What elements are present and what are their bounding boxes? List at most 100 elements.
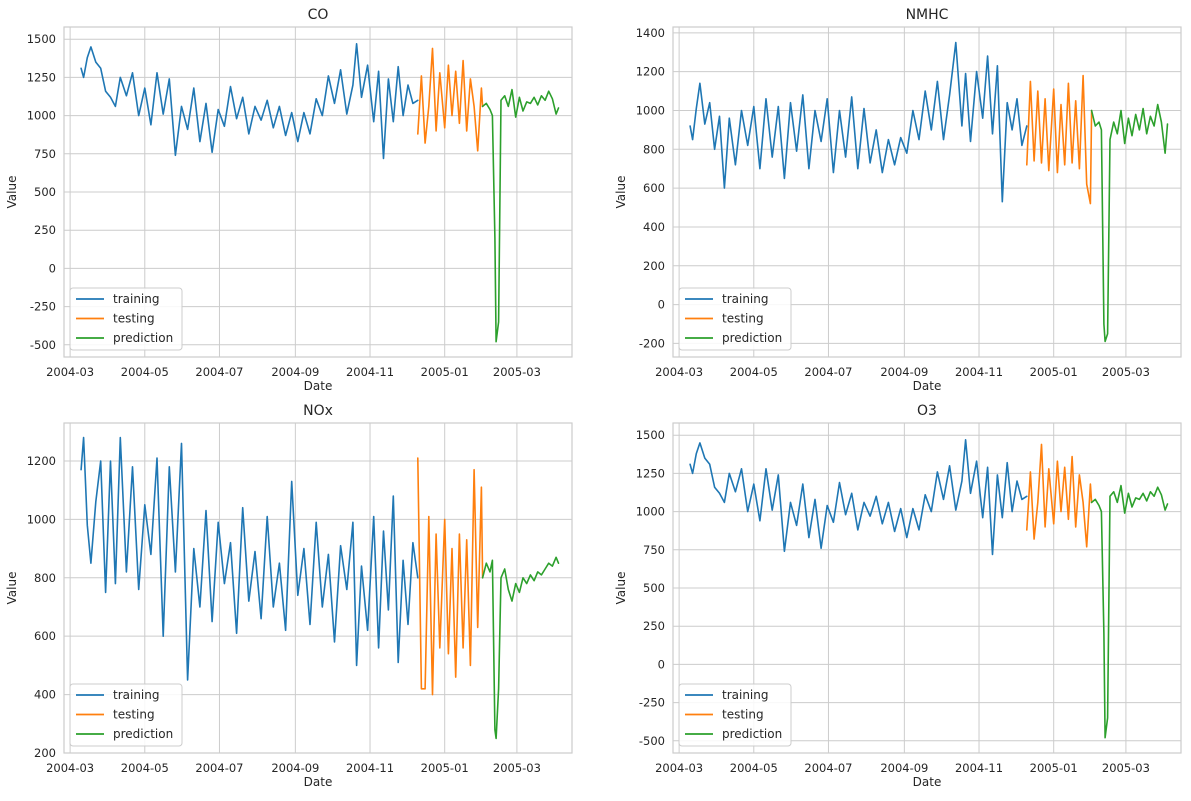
y-tick-label: 600 [34, 629, 56, 643]
x-tick-label: 2005-03 [1102, 761, 1150, 775]
x-axis-label: Date [913, 379, 942, 393]
y-tick-label: 400 [643, 220, 665, 234]
legend: training testing prediction [678, 683, 792, 747]
x-tick-label: 2004-09 [880, 365, 928, 379]
x-tick-label: 2004-09 [880, 761, 928, 775]
x-tick-label: 2004-09 [271, 761, 319, 775]
y-tick-label: 1000 [636, 103, 665, 117]
y-tick-label: 1500 [27, 32, 56, 46]
x-axis-label: Date [913, 775, 942, 789]
x-axis-label: Date [304, 379, 333, 393]
chart-nmhc: -200 0 200 400 600 800 1000 1200 1400 2004-03 2004… [614, 7, 1182, 393]
y-tick-label: 1200 [27, 454, 56, 468]
y-tick-label: -200 [639, 336, 665, 350]
y-tick-label: 250 [34, 223, 56, 237]
y-tick-label: 1000 [27, 512, 56, 526]
series-line-training [689, 438, 1028, 556]
x-tick-label: 2004-05 [730, 365, 778, 379]
x-tick-label: 2004-07 [804, 761, 852, 775]
legend-label-training: training [722, 688, 769, 702]
x-tick-label: 2004-03 [655, 365, 703, 379]
x-tick-label: 2004-11 [346, 761, 394, 775]
axes-frame [672, 26, 1182, 358]
y-tick-label: 1000 [636, 505, 665, 519]
legend-label-prediction: prediction [722, 331, 782, 345]
y-axis-label: Value [5, 176, 19, 209]
x-tick-label: 2004-05 [121, 761, 169, 775]
series-line-prediction [481, 556, 560, 740]
x-tick-label: 2004-07 [804, 365, 852, 379]
y-tick-label: 1500 [636, 428, 665, 442]
y-tick-label: 1000 [27, 109, 56, 123]
x-tick-label: 2004-03 [46, 761, 94, 775]
x-tick-label: 2004-03 [46, 365, 94, 379]
x-tick-label: 2004-07 [195, 761, 243, 775]
y-tick-label: 1400 [636, 26, 665, 40]
y-tick-label: 750 [643, 543, 665, 557]
y-axis-label: Value [5, 572, 19, 605]
legend-label-testing: testing [113, 312, 155, 326]
y-tick-label: 400 [34, 688, 56, 702]
y-axis-label: Value [614, 176, 628, 209]
x-tick-label: 2004-05 [730, 761, 778, 775]
y-axis-label: Value [614, 572, 628, 605]
y-tick-label: -250 [639, 696, 665, 710]
legend: training testing prediction [678, 287, 792, 351]
series-line-training [80, 436, 419, 681]
chart-co: -500 -250 0 250 500 750 1000 1250 1500 2004-03 200… [5, 7, 573, 393]
legend-label-prediction: prediction [113, 331, 173, 345]
y-tick-label: 800 [34, 571, 56, 585]
x-tick-label: 2004-05 [121, 365, 169, 379]
legend-label-testing: testing [113, 708, 155, 722]
axes-frame [672, 422, 1182, 754]
legend-label-prediction: prediction [113, 727, 173, 741]
y-tick-label: -500 [30, 338, 56, 352]
y-tick-label: 1250 [27, 70, 56, 84]
legend-box [69, 287, 183, 351]
y-tick-label: 0 [49, 261, 56, 275]
y-tick-label: -250 [30, 300, 56, 314]
axes-frame [63, 26, 573, 358]
x-tick-label: 2004-03 [655, 761, 703, 775]
y-tick-label: 500 [34, 185, 56, 199]
series-line-testing [416, 47, 484, 152]
axes-frame [63, 422, 573, 754]
y-tick-label: 0 [658, 298, 665, 312]
series-line-training [80, 42, 419, 160]
x-tick-label: 2005-03 [493, 761, 541, 775]
y-tick-label: 500 [643, 581, 665, 595]
x-tick-label: 2004-11 [346, 365, 394, 379]
series-line-prediction [481, 88, 560, 343]
y-tick-label: 250 [643, 619, 665, 633]
y-tick-label: 750 [34, 147, 56, 161]
legend-label-training: training [113, 688, 160, 702]
legend: training testing prediction [69, 683, 183, 747]
y-tick-label: 0 [658, 657, 665, 671]
x-tick-label: 2005-01 [421, 761, 469, 775]
x-tick-label: 2004-11 [955, 761, 1003, 775]
chart-title: CO [308, 7, 329, 23]
x-axis-label: Date [304, 775, 333, 789]
legend-box [678, 287, 792, 351]
y-tick-label: 600 [643, 181, 665, 195]
legend-label-testing: testing [722, 708, 764, 722]
y-tick-label: 200 [34, 746, 56, 760]
legend-label-training: training [113, 292, 160, 306]
x-tick-label: 2005-01 [421, 365, 469, 379]
y-tick-label: 200 [643, 259, 665, 273]
legend-label-testing: testing [722, 312, 764, 326]
x-tick-label: 2005-03 [1102, 365, 1150, 379]
x-tick-label: 2004-09 [271, 365, 319, 379]
series-line-testing [1026, 74, 1093, 205]
chart-title: NOx [303, 403, 333, 419]
legend-box [69, 683, 183, 747]
legend-label-training: training [722, 292, 769, 306]
y-tick-label: 1250 [636, 466, 665, 480]
legend-box [678, 683, 792, 747]
chart-title: O3 [917, 403, 937, 419]
x-tick-label: 2005-01 [1030, 365, 1078, 379]
chart-o3: -500 -250 0 250 500 750 1000 1250 1500 2004-03 200… [614, 403, 1182, 789]
chart-title: NMHC [906, 7, 949, 23]
series-line-testing [416, 457, 484, 696]
